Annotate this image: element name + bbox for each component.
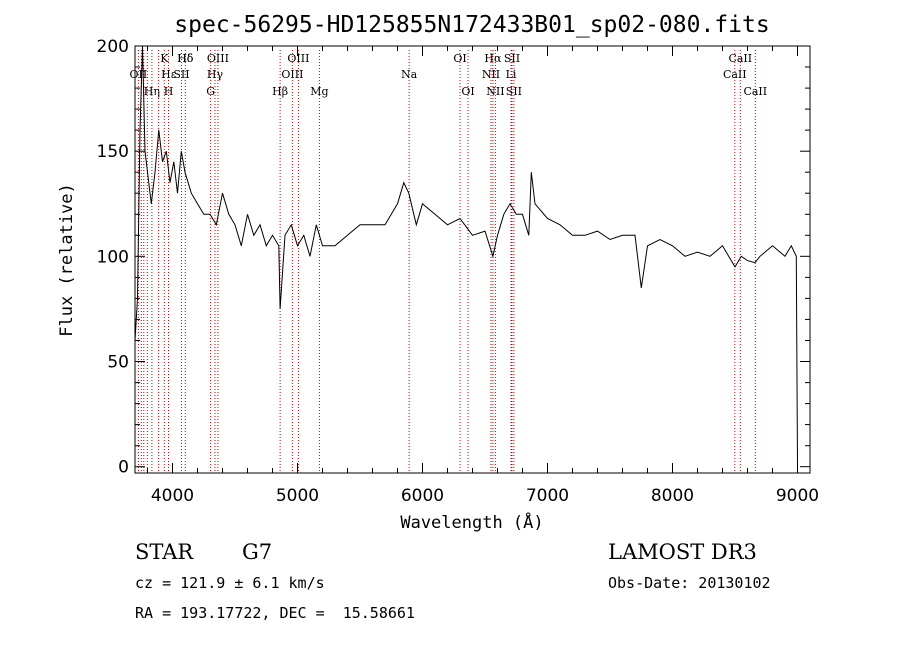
line-label: NII <box>486 85 504 98</box>
line-label: Hγ <box>207 68 224 81</box>
spectral-line-markers <box>137 50 756 473</box>
line-label: CaII <box>743 85 767 98</box>
line-label: OIII <box>207 52 229 65</box>
y-tick-label: 100 <box>97 247 129 267</box>
velocity: cz = 121.9 ± 6.1 km/s <box>135 574 325 592</box>
y-axis-label: Flux (relative) <box>57 183 77 337</box>
line-label: NII <box>482 68 500 81</box>
x-tick-label: 8000 <box>651 486 694 506</box>
chart-title: spec-56295-HD125855N172433B01_sp02-080.f… <box>174 12 769 38</box>
x-tick-label: 5000 <box>276 486 319 506</box>
object-class: STAR <box>135 540 194 564</box>
line-label: OIII <box>281 68 303 81</box>
line-label: H <box>164 85 174 98</box>
line-label: Hε <box>161 68 177 81</box>
line-label: SII <box>506 85 522 98</box>
survey-name: LAMOST DR3 <box>608 540 757 564</box>
line-label: OII <box>130 68 148 81</box>
y-tick-label: 0 <box>118 458 129 478</box>
obs-date: Obs-Date: 20130102 <box>608 574 771 592</box>
y-tick-label: 200 <box>97 37 129 57</box>
line-label: K <box>160 52 169 65</box>
line-label: OIII <box>287 52 309 65</box>
line-label: CaII <box>723 68 747 81</box>
coordinates: RA = 193.17722, DEC = 15.58661 <box>135 604 415 622</box>
y-axis: 0 50 100 150 200 <box>97 37 810 478</box>
x-tick-label: 9000 <box>776 486 819 506</box>
line-label: G <box>206 85 215 98</box>
line-label: SII <box>504 52 520 65</box>
plot-frame <box>134 45 811 474</box>
y-tick-label: 50 <box>107 353 129 373</box>
line-label: Li <box>506 68 517 81</box>
line-label: Hβ <box>272 85 288 98</box>
x-tick-label: 6000 <box>401 486 444 506</box>
y-tick-label: 150 <box>97 142 129 162</box>
line-label: Na <box>401 68 418 81</box>
line-label: OI <box>453 52 466 65</box>
x-tick-label: 7000 <box>526 486 569 506</box>
subclass: G7 <box>242 540 273 564</box>
x-axis: 4000 5000 6000 7000 8000 9000 <box>147 46 819 506</box>
line-label: Hδ <box>177 52 194 65</box>
line-label: CaII <box>728 52 752 65</box>
x-tick-label: 4000 <box>151 486 194 506</box>
line-label: Hα <box>484 52 502 65</box>
line-label: Hη <box>144 85 160 98</box>
line-label: OI <box>461 85 474 98</box>
spectrum-line <box>134 45 798 467</box>
line-label: Hδ <box>177 52 194 65</box>
x-axis-label: Wavelength (Å) <box>400 511 543 533</box>
line-label: SII <box>173 68 189 81</box>
line-label: Mg <box>310 85 328 98</box>
